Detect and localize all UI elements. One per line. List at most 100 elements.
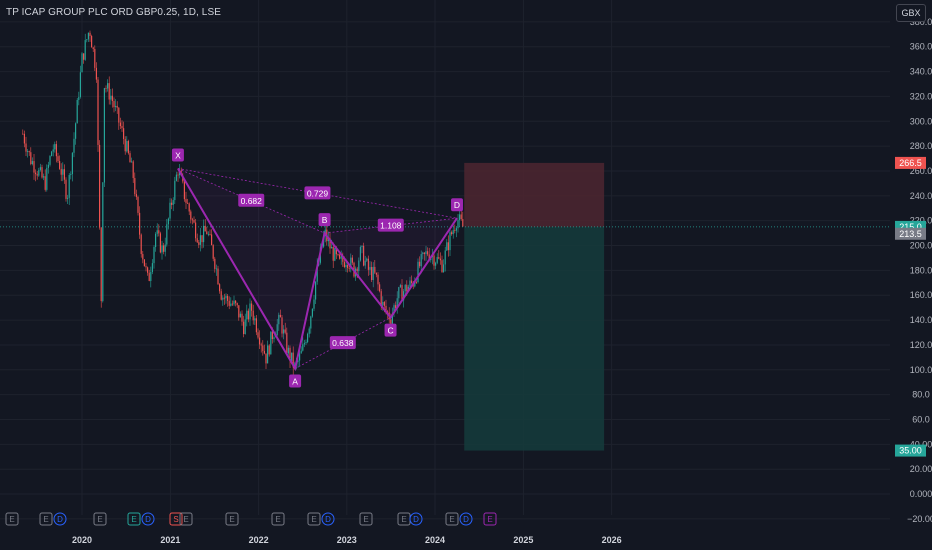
candle-body	[100, 227, 102, 302]
event-marker-label: E	[401, 515, 406, 524]
candle-body	[209, 233, 211, 235]
candle-body	[345, 265, 347, 268]
price-tick: 80.0	[912, 390, 930, 400]
candle-body	[343, 261, 346, 268]
point-label-bg	[171, 148, 184, 162]
candle-body	[273, 337, 275, 340]
candle-body	[342, 256, 344, 262]
candle-body	[361, 245, 363, 248]
candle-body	[187, 202, 189, 204]
candle-body	[158, 230, 160, 234]
price-tick: 360.0	[910, 42, 932, 52]
candle-body	[449, 232, 451, 251]
candle-body	[252, 310, 254, 321]
candle-body	[134, 178, 136, 195]
candle-body	[452, 230, 454, 235]
candle-body	[310, 316, 312, 329]
candle-body	[196, 238, 198, 243]
candle-body	[204, 225, 206, 232]
candle-body	[260, 344, 262, 346]
candle-body	[439, 258, 442, 261]
candle-body	[190, 211, 192, 220]
candle-body	[46, 167, 48, 190]
price-tick: 240.0	[910, 191, 932, 201]
candle-body	[390, 319, 392, 324]
price-tick: 140.0	[910, 315, 932, 325]
price-axis[interactable]: 380.0360.0340.0320.0300.0280.0260.0240.0…	[890, 0, 932, 550]
earnings-marker	[127, 512, 141, 526]
candle-body	[73, 138, 75, 153]
candle-body	[348, 267, 350, 269]
candle-body	[62, 169, 64, 175]
candle-body	[398, 287, 400, 299]
currency-button[interactable]: GBX	[896, 4, 926, 22]
event-marker-label: E	[487, 515, 492, 524]
price-label-target-bg	[895, 444, 926, 457]
candle-body	[409, 280, 411, 287]
candle-body	[150, 272, 152, 281]
candle-body	[203, 225, 205, 243]
candle-body	[374, 266, 376, 273]
price-label-entry: 215.0	[899, 222, 922, 232]
dividend-marker	[409, 512, 423, 526]
candle-body	[222, 297, 224, 300]
ratio-label: 0.682	[241, 196, 263, 206]
pattern-triangle-xab	[177, 168, 325, 369]
candle-body	[235, 300, 237, 304]
candle-body	[331, 247, 333, 249]
event-marker-label: D	[57, 515, 63, 524]
candle-body	[153, 247, 155, 264]
candle-body	[81, 53, 83, 73]
candle-body	[43, 176, 45, 178]
harmonic-pattern[interactable]: 0.682 0.729 1.108 0.638 X A B C D	[171, 148, 463, 388]
candle-body	[335, 248, 338, 255]
candle-body	[383, 302, 386, 306]
candle-body	[143, 259, 146, 267]
event-marker-label: E	[183, 515, 188, 524]
point-label-D: D	[454, 200, 460, 210]
candle-body	[315, 281, 317, 300]
candle-body	[281, 317, 283, 334]
candle-body	[137, 196, 139, 213]
candle-body	[427, 251, 429, 255]
time-axis[interactable]: 2020 2021 2022 2023 2024 2025 2026	[0, 528, 932, 550]
candle-body	[167, 218, 170, 225]
candle-body	[417, 261, 419, 283]
earnings-marker	[445, 512, 459, 526]
candle-body	[220, 291, 222, 300]
candle-body	[207, 233, 210, 235]
candle-body	[71, 152, 74, 175]
time-tick: 2026	[602, 535, 622, 545]
candle-body	[140, 234, 142, 255]
time-tick: 2025	[513, 535, 533, 545]
candle-body	[300, 350, 302, 354]
candle-body	[387, 311, 389, 313]
candle-body	[302, 344, 304, 351]
dividend-marker	[141, 512, 155, 526]
candle-body	[308, 328, 310, 334]
candle-body	[246, 310, 248, 320]
candle-body	[52, 149, 54, 152]
candle-body	[83, 53, 85, 60]
candle-body	[108, 83, 110, 100]
candle-body	[60, 168, 62, 175]
candle-body	[435, 262, 437, 266]
earnings-marker	[169, 512, 183, 526]
event-marker-label: E	[97, 515, 102, 524]
candle-body	[95, 67, 98, 80]
candle-body	[311, 308, 314, 317]
dividend-marker	[321, 512, 335, 526]
ratio-label: 1.108	[380, 221, 402, 231]
candle-body	[111, 95, 114, 102]
ratio-label: 0.729	[307, 188, 329, 198]
candle-body	[198, 242, 200, 245]
candle-body	[126, 141, 128, 152]
price-label-stop-bg	[895, 156, 926, 169]
candle-body	[131, 161, 133, 163]
candle-body	[49, 156, 51, 165]
candle-body	[334, 248, 336, 261]
candle-body	[263, 350, 266, 354]
candle-body	[99, 144, 101, 228]
